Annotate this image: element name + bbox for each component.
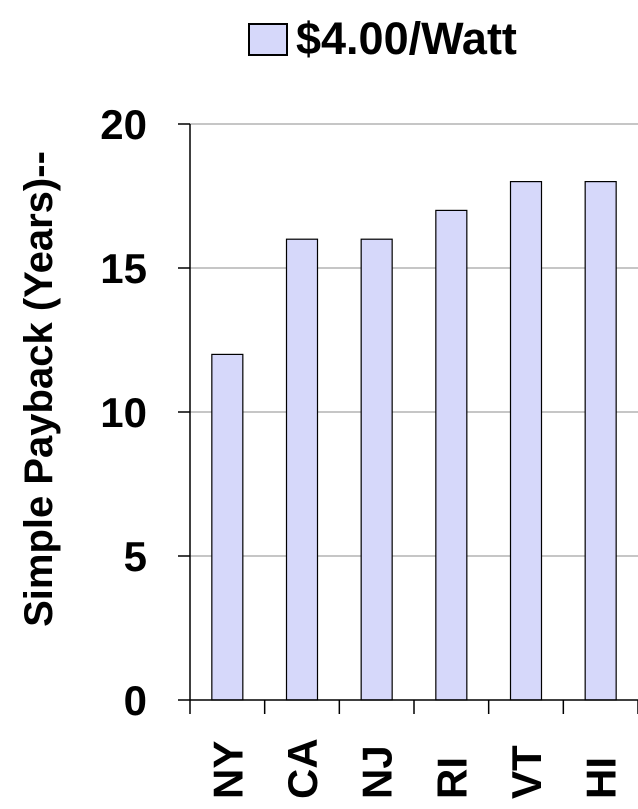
plot-bars <box>211 181 617 701</box>
ytick-label: 0 <box>124 677 147 724</box>
xtick-label-vt: VT <box>503 745 550 799</box>
bar-ny <box>211 353 244 701</box>
ytick-labels: 0 5 10 15 20 <box>100 101 147 724</box>
bar-ri <box>435 209 468 701</box>
y-axis-title: Simple Payback (Years)-- <box>17 151 61 627</box>
xtick-label-ny: NY <box>204 741 251 799</box>
legend-swatch <box>248 23 288 56</box>
plot-grid <box>190 123 638 557</box>
xtick-label-hi: HI <box>578 757 625 799</box>
xtick-label-nj: NJ <box>354 745 401 799</box>
ytick-label: 20 <box>100 101 147 148</box>
bar-hi <box>584 181 617 701</box>
legend-label: $4.00/Watt <box>296 13 517 64</box>
xtick-labels: NY CA NJ RI VT HI <box>204 738 624 799</box>
ytick-label: 10 <box>100 389 147 436</box>
bar-vt <box>509 181 543 701</box>
legend: $4.00/Watt <box>248 13 517 64</box>
xtick-label-ri: RI <box>428 757 475 799</box>
ytick-label: 15 <box>100 245 147 292</box>
xtick-label-ca: CA <box>279 738 326 799</box>
ytick-label: 5 <box>124 533 147 580</box>
plot-axis <box>178 123 638 714</box>
bar-nj <box>360 238 393 701</box>
bar-ca <box>285 238 319 701</box>
